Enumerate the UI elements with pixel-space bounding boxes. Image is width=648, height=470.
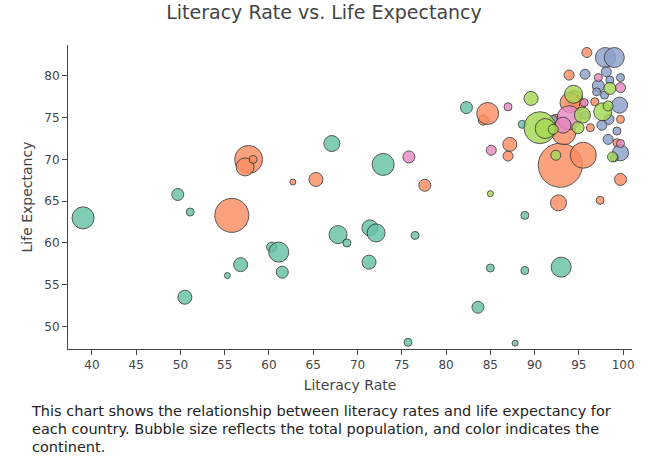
svg-text:70: 70 [350, 358, 365, 372]
svg-text:80: 80 [438, 358, 453, 372]
svg-text:70: 70 [44, 153, 59, 167]
svg-text:100: 100 [612, 358, 635, 372]
svg-text:40: 40 [84, 358, 99, 372]
svg-text:60: 60 [261, 358, 276, 372]
svg-text:60: 60 [44, 236, 59, 250]
svg-text:Life Expectancy: Life Expectancy [19, 142, 35, 253]
svg-text:55: 55 [44, 278, 59, 292]
svg-text:55: 55 [217, 358, 232, 372]
svg-text:75: 75 [44, 111, 59, 125]
svg-text:50: 50 [44, 320, 59, 334]
svg-text:95: 95 [571, 358, 586, 372]
svg-text:Literacy Rate: Literacy Rate [304, 377, 397, 393]
svg-text:50: 50 [173, 358, 188, 372]
svg-text:85: 85 [483, 358, 498, 372]
svg-text:65: 65 [306, 358, 321, 372]
svg-text:45: 45 [129, 358, 144, 372]
svg-text:Literacy Rate vs. Life Expecta: Literacy Rate vs. Life Expectancy [166, 1, 482, 23]
svg-text:80: 80 [44, 69, 59, 83]
svg-text:90: 90 [527, 358, 542, 372]
html-text:This chart shows the relations: This chart shows the relationship betwee… [32, 403, 611, 455]
svg-text:65: 65 [44, 194, 59, 208]
svg-text:75: 75 [394, 358, 409, 372]
